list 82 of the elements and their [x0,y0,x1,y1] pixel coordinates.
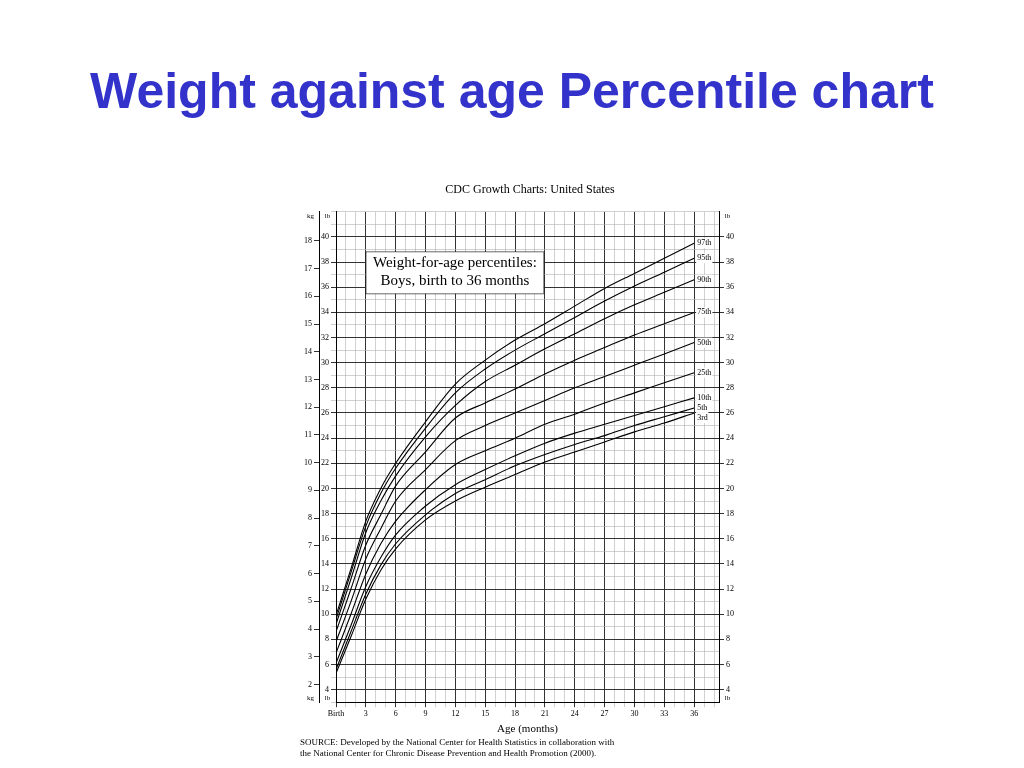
y3-tick-label: 10 [304,457,312,467]
x-tick-label: 33 [660,709,669,719]
series-label: 25th [697,367,712,377]
y2-tick-label: 28 [726,382,734,392]
series-label: 50th [697,337,712,347]
x-tick-label: 18 [511,709,520,719]
x-axis-title: Age (months) [497,722,559,736]
y3-tick-label: 13 [304,374,312,384]
series-label: 10th [697,392,712,402]
x-tick-label: 12 [451,709,460,719]
y2-tick-label: 38 [726,257,734,267]
y-tick-label: 28 [321,382,329,392]
series-label: 90th [697,274,712,284]
x-tick-label: 24 [570,709,579,719]
series-label: 97th [697,238,712,248]
y-tick-label: 22 [321,458,329,468]
y-tick-label: 40 [321,232,329,242]
y3-tick-label: 2 [308,679,312,689]
y-tick-label: 16 [321,533,329,543]
y-tick-label: 18 [321,508,329,518]
y3-tick-label: 16 [304,291,312,301]
y-tick-label: 30 [321,357,329,367]
y2-tick-label: 36 [726,282,734,292]
y3-tick-label: 5 [308,596,312,606]
y-tick-label: 24 [321,433,329,443]
source-note: SOURCE: Developed by the National Center for Health Statistics in collaboration with the National Center for Chronic Disease Prevention and Health Promotion (2000). [300,737,616,759]
y2-tick-label: 40 [726,232,734,242]
y-tick-label: 34 [321,307,329,317]
y-tick-label: 4 [325,684,329,694]
y-tick-label: 8 [325,634,329,644]
y2-tick-label: 4 [726,684,730,694]
y3-tick-label: 7 [308,540,312,550]
y2-tick-label: 22 [726,458,734,468]
y2-tick-label: 32 [726,332,734,342]
y2-tick-label: 24 [726,433,734,443]
x-tick-label: 30 [630,709,639,719]
y3-tick-label: 6 [308,568,312,578]
y2-tick-label: 14 [726,558,734,568]
x-tick-label: 6 [393,709,398,719]
x-tick-label: 21 [540,709,549,719]
series-label: 95th [697,253,712,263]
y3-tick-label: 11 [304,430,312,440]
y3-tick-label: 14 [304,346,312,356]
series-label: 5th [697,403,708,413]
y-tick-label: 12 [321,584,329,594]
y-tick-label: 14 [321,558,329,568]
y2-tick-label: 12 [726,584,734,594]
y2-tick-label: 10 [726,609,734,619]
y3-tick-label: 4 [308,624,312,634]
x-tick-label: 3 [363,709,368,719]
x-tick-label: 27 [600,709,609,719]
y-tick-label: 20 [321,483,329,493]
y2-tick-label: 16 [726,533,734,543]
x-tick-label: Birth [327,709,345,719]
y-tick-label: 36 [321,282,329,292]
y2-tick-label: 26 [726,408,734,418]
x-tick-label: 36 [690,709,699,719]
y2-tick-label: 8 [726,634,730,644]
y3-tick-label: 8 [308,513,312,523]
y3-tick-label: 17 [304,263,312,273]
y-tick-label: 38 [321,257,329,267]
y2-tick-label: 6 [726,659,730,669]
y-tick-label: 32 [321,332,329,342]
chart-title: Weight against age Percentile chart [89,62,935,120]
x-tick-label: 15 [481,709,490,719]
y2-tick-label: 20 [726,483,734,493]
y2-tick-label: 30 [726,357,734,367]
y3-tick-label: 18 [304,236,312,245]
y3-tick-label: 12 [304,402,312,412]
chart-subtitle: CDC Growth Charts: United States [444,182,616,197]
y3-tick-label: 9 [308,485,312,495]
series-label: 75th [697,307,712,317]
y2-tick-label: 34 [726,307,734,317]
y-tick-label: 26 [321,408,329,418]
y3-tick-label: 3 [308,651,312,661]
annotation: Weight-for-age percentiles: Boys, birth to 36 months [373,254,537,289]
y-tick-label: 6 [325,659,329,669]
x-tick-label: 9 [423,709,428,719]
series-label: 3rd [697,413,708,423]
y-tick-label: 10 [321,609,329,619]
y3-tick-label: 15 [304,319,312,329]
y2-tick-label: 18 [726,508,734,518]
